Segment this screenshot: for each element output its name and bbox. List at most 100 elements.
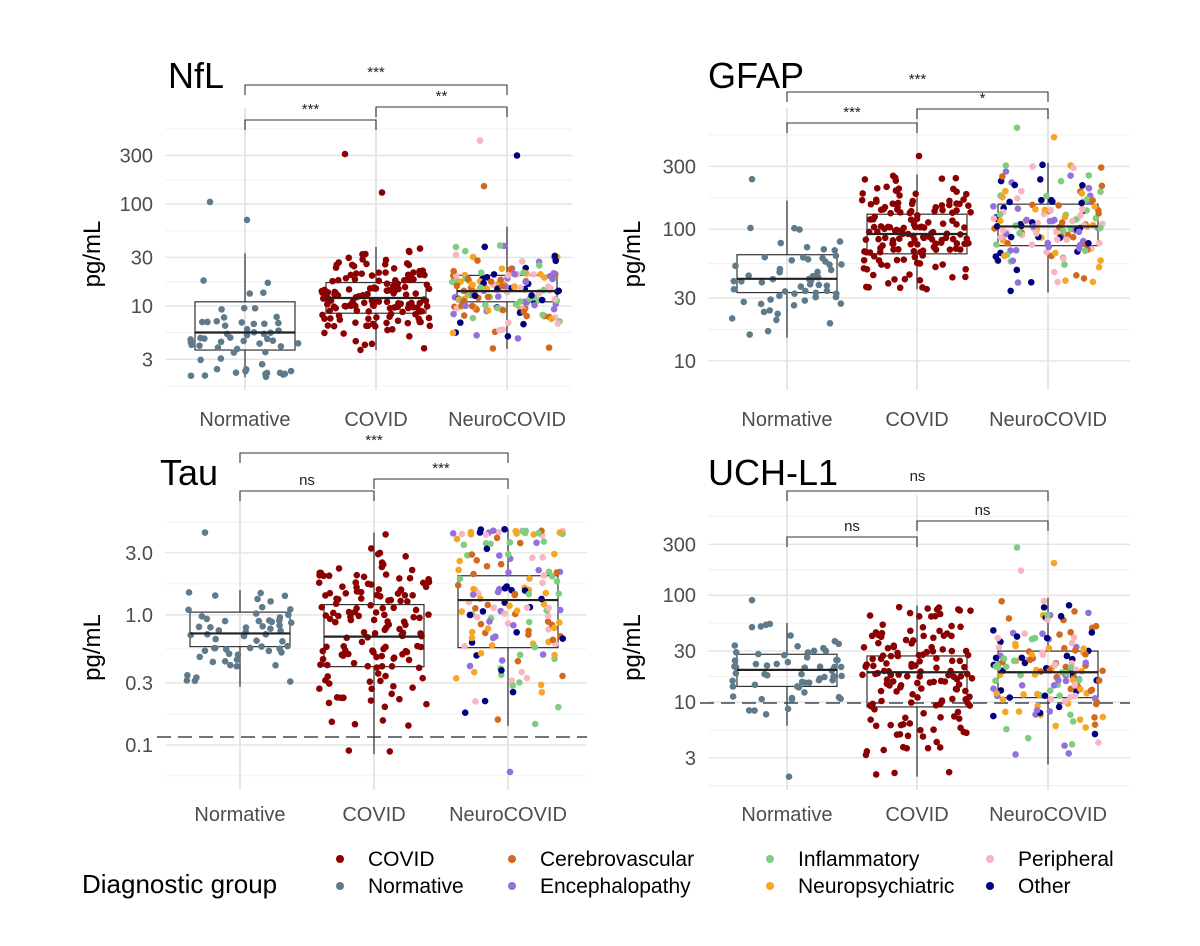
data-point-covid [402,553,409,560]
data-point-normative [836,238,844,245]
data-point-covid [390,655,397,662]
data-point-normative [740,298,748,306]
data-point-normative [196,342,203,350]
data-point-encephalopathy [1018,682,1026,689]
data-point-covid [324,322,332,329]
data-point-covid [325,680,333,687]
data-point-other [481,697,489,705]
data-point-normative [269,337,277,344]
data-point-peripheral [473,613,481,621]
data-point-covid [402,291,410,298]
data-point-covid [962,265,970,273]
legend-swatch [508,855,516,863]
data-point-normative [827,266,835,274]
data-point-other [1085,240,1092,247]
data-point-covid [930,634,937,642]
data-point-covid [404,598,411,605]
data-point-peripheral [540,572,548,579]
data-point-covid [896,284,904,292]
data-point-neuropsychiatric [540,601,548,608]
data-point-normative [262,348,269,356]
data-point-normative [183,677,191,684]
data-point-normative [285,611,292,619]
data-point-covid [919,651,927,659]
data-point-normative [784,658,792,666]
data-point-neuropsychiatric [548,315,555,323]
data-point-normative [776,265,784,273]
data-point-normative [790,301,798,309]
data-point-covid [906,271,913,278]
data-point-covid [870,223,878,231]
data-point-peripheral [1033,230,1040,237]
data-point-encephalopathy [1065,750,1073,757]
data-point-covid [936,744,944,751]
data-point-cerebrovascular [487,278,495,285]
data-point-neuropsychiatric [1077,686,1084,693]
data-point-covid [902,714,909,722]
data-point-covid [891,276,898,283]
data-point-covid [889,200,897,208]
data-point-covid [410,303,417,311]
y-tick-label: 10 [131,296,153,318]
data-point-normative [220,314,228,321]
data-point-covid [426,322,434,330]
data-point-covid [949,695,956,703]
data-point-peripheral [1018,187,1025,195]
y-tick-label: 3 [685,748,696,770]
data-point-normative [802,287,809,295]
data-point-normative [213,317,221,325]
data-point-encephalopathy [1085,184,1093,192]
data-point-cerebrovascular [1056,631,1063,638]
data-point-covid [920,632,927,640]
data-point-covid [368,272,376,279]
data-point-covid [948,622,955,630]
data-point-neuropsychiatric [1062,277,1069,284]
data-point-inflammatory [993,241,1000,248]
data-point-covid [917,726,924,734]
data-point-normative [747,224,754,232]
data-point-cerebrovascular [460,312,468,319]
data-point-other [520,320,527,328]
data-point-covid [353,588,361,595]
data-point-covid [962,190,970,198]
data-point-encephalopathy [489,634,497,642]
data-point-normative [835,693,843,701]
data-point-neuropsychiatric [1032,205,1039,213]
data-point-peripheral [545,604,552,612]
data-point-peripheral [1096,239,1103,247]
data-point-normative [252,610,260,617]
data-point-covid [872,722,880,730]
data-point-inflammatory [1085,172,1093,179]
y-tick-label: 100 [120,194,153,216]
data-point-cerebrovascular [1095,677,1103,684]
data-point-neuropsychiatric [1099,713,1107,721]
data-point-covid [352,270,360,277]
data-point-covid [909,691,916,698]
data-point-covid [875,235,882,243]
data-point-peripheral [1070,634,1078,641]
data-point-normative [758,695,766,703]
data-point-neuropsychiatric [1097,257,1104,264]
significance-bracket [375,106,508,117]
data-point-encephalopathy [1055,676,1062,684]
significance-bracket [244,119,377,130]
data-point-covid [961,240,968,248]
x-tick-label: NeuroCOVID [449,804,567,826]
data-point-cerebrovascular [507,265,515,273]
data-point-normative [810,647,818,655]
data-point-normative [801,689,808,696]
data-point-cerebrovascular [494,716,502,723]
data-point-neuropsychiatric [993,690,1001,697]
data-point-other [990,712,997,720]
data-point-covid [375,298,383,305]
data-point-cerebrovascular [553,569,561,576]
data-point-covid [394,590,402,597]
data-point-covid [919,623,927,631]
data-point-covid [939,206,946,214]
data-point-peripheral [530,271,537,278]
legend-item-other: Other [986,875,1071,898]
data-point-inflammatory [477,284,485,292]
significance-label: *** [367,64,385,81]
legend-swatch [766,855,774,863]
data-point-covid [405,656,413,664]
